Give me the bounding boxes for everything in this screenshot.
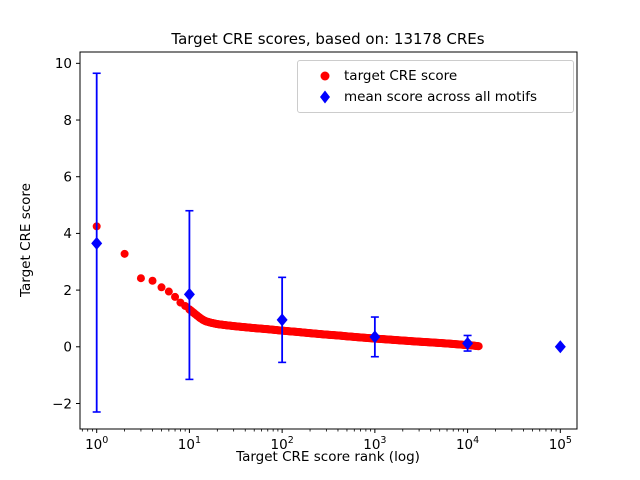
blue-diamond-point <box>554 340 566 354</box>
x-tick-label: 100 <box>85 435 108 453</box>
legend-label-target-cre-score: target CRE score <box>344 67 458 84</box>
blue-diamond-point <box>462 336 474 350</box>
axes-frame <box>79 51 578 430</box>
red-data-point <box>120 249 129 258</box>
legend-circle-marker-icon <box>320 71 330 80</box>
series-mean-score <box>91 72 566 413</box>
red-data-point <box>136 274 145 283</box>
legend-entry-mean-score: mean score across all motifs <box>298 87 573 106</box>
x-axis-label: Target CRE score rank (log) <box>236 449 420 465</box>
x-tick-label: 103 <box>363 435 386 453</box>
blue-diamond-point <box>276 313 288 327</box>
red-data-point <box>171 292 180 301</box>
y-tick-label: 10 <box>55 56 72 72</box>
y-tick-label: −2 <box>52 396 72 412</box>
legend-diamond-marker-icon <box>320 90 330 103</box>
blue-diamond-point <box>183 287 195 301</box>
red-data-point <box>474 342 483 351</box>
y-tick-label: 2 <box>63 283 72 299</box>
red-data-point <box>164 287 173 296</box>
x-tick-label: 101 <box>178 435 201 453</box>
legend-label-mean-score: mean score across all motifs <box>344 88 538 105</box>
y-axis-label: Target CRE score <box>18 183 34 297</box>
series-target-cre-score <box>92 222 483 351</box>
x-major-ticks: 100 101 102 103 104 105 <box>85 429 572 453</box>
chart-title: Target CRE scores, based on: 13178 CREs <box>171 30 485 48</box>
legend: target CRE score mean score across all m… <box>297 60 574 113</box>
blue-diamond-point <box>369 330 381 344</box>
red-data-point <box>148 276 157 285</box>
y-ticks: −2 0 2 4 6 8 10 <box>52 56 80 412</box>
y-tick-label: 0 <box>63 340 72 356</box>
y-tick-label: 4 <box>63 226 72 242</box>
y-tick-label: 8 <box>63 113 72 129</box>
blue-diamond-point <box>91 236 103 250</box>
red-data-point <box>157 283 166 292</box>
x-tick-label: 102 <box>271 435 294 453</box>
x-tick-label: 104 <box>456 435 479 453</box>
x-tick-label: 105 <box>549 435 572 453</box>
x-minor-ticks <box>81 429 557 432</box>
legend-entry-target-cre-score: target CRE score <box>298 66 573 85</box>
y-tick-label: 6 <box>63 170 72 186</box>
